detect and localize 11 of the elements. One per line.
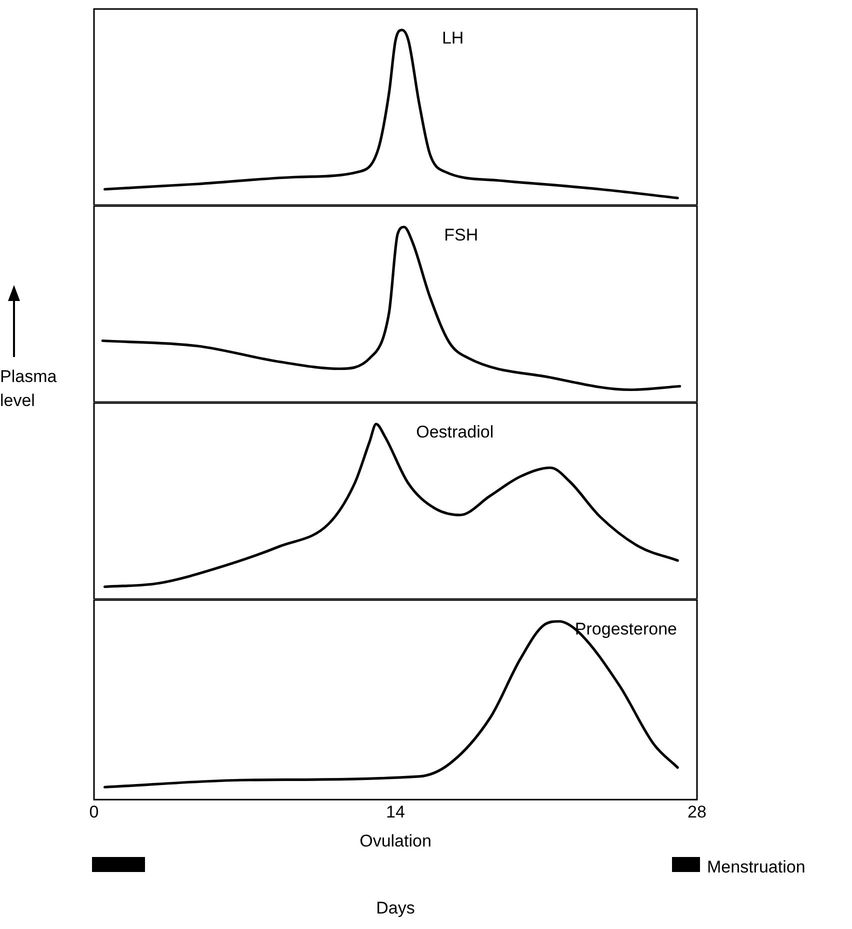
x-tick-label: 0 bbox=[89, 802, 99, 822]
text: Menstruation bbox=[707, 857, 806, 876]
series-label: Progesterone bbox=[574, 620, 678, 639]
series-label: FSH bbox=[444, 226, 478, 245]
x-axis-title: Days bbox=[376, 898, 415, 918]
text: Ovulation bbox=[360, 831, 432, 850]
x-tick-label: 14 bbox=[386, 802, 405, 822]
series-label: LH bbox=[442, 28, 464, 48]
x-tick-label: 28 bbox=[688, 802, 706, 822]
y-axis-title: Plasma level bbox=[0, 366, 58, 412]
series-label: Oestradiol bbox=[416, 422, 494, 442]
